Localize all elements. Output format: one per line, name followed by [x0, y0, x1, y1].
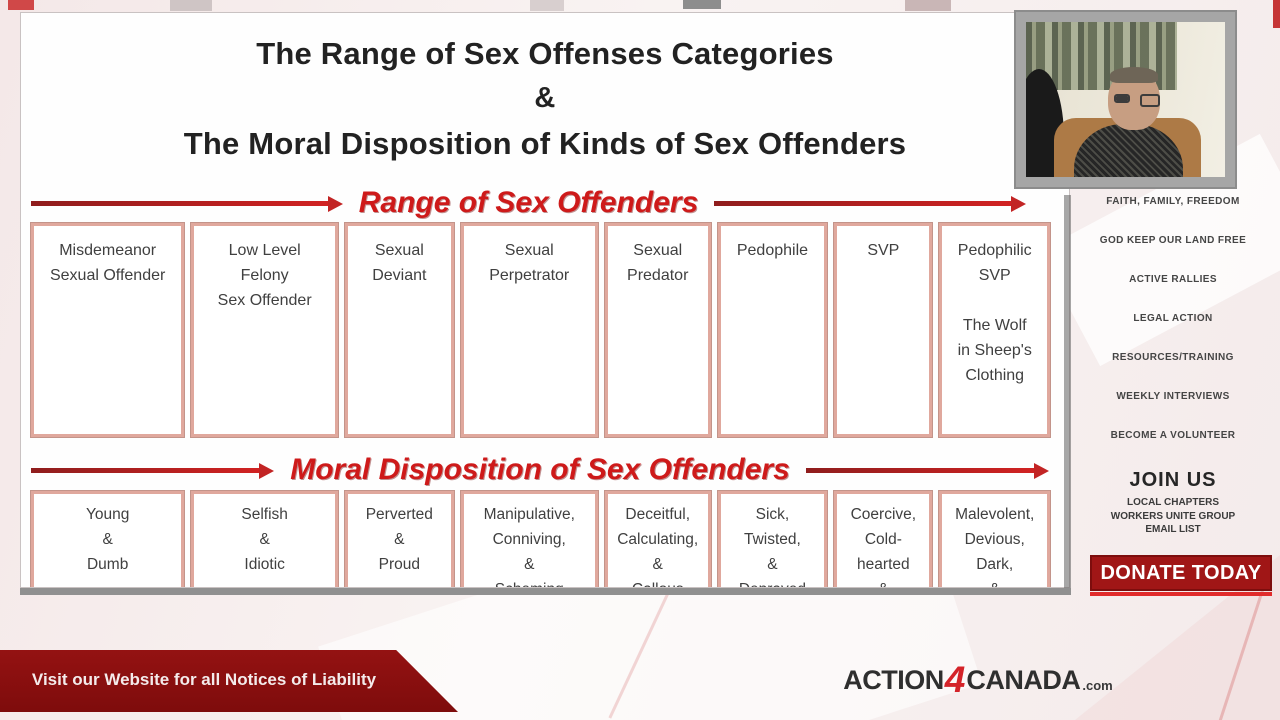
slide-title-line-1: The Range of Sex Offenses Categories: [256, 36, 834, 71]
disposition-box: Sick, Twisted, & Depraved: [716, 490, 829, 587]
slide-edge-shadow: [1064, 195, 1071, 591]
category-row: Misdemeanor Sexual Offender Low Level Fe…: [29, 222, 1051, 438]
right-arrow-icon: [31, 195, 343, 212]
category-box: Misdemeanor Sexual Offender: [29, 222, 186, 438]
glasses-icon: [1113, 94, 1160, 108]
action4canada-logo: ACTION 4 CANADA .com: [818, 659, 1138, 700]
sidebar-item-active-rallies[interactable]: ACTIVE RALLIES: [1129, 274, 1217, 285]
sidebar-item-weekly-interviews[interactable]: WEEKLY INTERVIEWS: [1116, 391, 1230, 402]
logo-action: ACTION: [843, 665, 944, 695]
disposition-box: Young & Dumb: [29, 490, 186, 587]
webcam-scene: [1026, 22, 1225, 177]
category-box: Sexual Predator: [603, 222, 712, 438]
liability-notice-text: Visit our Website for all Notices of Lia…: [31, 670, 377, 689]
donate-today-button[interactable]: DONATE TODAY: [1090, 555, 1272, 596]
background-decoration: [608, 581, 675, 719]
background-decoration: [905, 0, 951, 11]
disposition-box: Deceitful, Calculating, & Callous: [603, 490, 712, 587]
category-box: Sexual Perpetrator: [459, 222, 599, 438]
disposition-box: Manipulative, Conniving, & Scheming: [459, 490, 599, 587]
moral-disposition-heading: Moral Disposition of Sex Offenders: [290, 453, 790, 486]
logo-canada: CANADA: [966, 665, 1081, 695]
sidebar-item-resources-training[interactable]: RESOURCES/TRAINING: [1112, 352, 1234, 363]
slide-title-line-2: &: [534, 82, 556, 114]
disposition-box: Malevolent, Devious, Dark, &: [938, 490, 1051, 587]
sidebar-nav: FAITH, FAMILY, FREEDOM GOD KEEP OUR LAND…: [1070, 196, 1276, 537]
sidebar-item-faith-family-freedom[interactable]: FAITH, FAMILY, FREEDOM: [1106, 196, 1240, 207]
background-decoration: [8, 0, 34, 10]
category-box: Low Level Felony Sex Offender: [190, 222, 339, 438]
category-box: Pedophile: [716, 222, 829, 438]
presentation-slide: The Range of Sex Offenses Categories & T…: [20, 12, 1070, 588]
disposition-row: Young & Dumb Selfish & Idiotic Perverted…: [29, 490, 1051, 587]
slide-title: The Range of Sex Offenses Categories & T…: [21, 31, 1069, 166]
right-arrow-icon: [805, 462, 1050, 479]
slide-bottom-edge: [20, 588, 1071, 595]
disposition-box: Perverted & Proud: [344, 490, 455, 587]
join-us-heading[interactable]: JOIN US: [1129, 469, 1217, 491]
range-of-sex-offenders-heading: Range of Sex Offenders: [358, 186, 699, 219]
category-box: SVP: [833, 222, 934, 438]
sidebar-item-become-a-volunteer[interactable]: BECOME A VOLUNTEER: [1110, 430, 1236, 441]
background-decoration: [530, 0, 564, 11]
background-decoration: [683, 0, 721, 9]
category-box: Pedophilic SVP The Wolf in Sheep's Cloth…: [938, 222, 1051, 438]
sidebar-item-legal-action[interactable]: LEGAL ACTION: [1133, 313, 1213, 324]
background-decoration: [1273, 0, 1280, 28]
range-header-row: Range of Sex Offenders: [31, 185, 1026, 221]
right-arrow-icon: [31, 462, 275, 479]
presenter-head: [1107, 67, 1160, 131]
moral-header-row: Moral Disposition of Sex Offenders: [31, 451, 1050, 489]
webcam-video: [1014, 10, 1237, 189]
sidebar-item-email-list[interactable]: EMAIL LIST: [1145, 524, 1201, 535]
sidebar-item-local-chapters[interactable]: LOCAL CHAPTERS: [1126, 497, 1220, 508]
category-box: Sexual Deviant: [344, 222, 455, 438]
slide-title-line-3: The Moral Disposition of Kinds of Sex Of…: [183, 126, 907, 161]
disposition-box: Coercive, Cold- hearted &: [833, 490, 934, 587]
logo-4: 4: [944, 659, 966, 700]
liability-notice-banner: Visit our Website for all Notices of Lia…: [0, 650, 458, 712]
logo-com: .com: [1082, 678, 1113, 693]
right-arrow-icon: [714, 195, 1026, 212]
sidebar-item-workers-unite-group[interactable]: WORKERS UNITE GROUP: [1110, 510, 1236, 522]
sidebar-item-god-keep-our-land-free[interactable]: GOD KEEP OUR LAND FREE: [1099, 235, 1247, 246]
background-decoration: [170, 0, 212, 11]
background-decoration: [1215, 578, 1268, 720]
disposition-box: Selfish & Idiotic: [190, 490, 339, 587]
